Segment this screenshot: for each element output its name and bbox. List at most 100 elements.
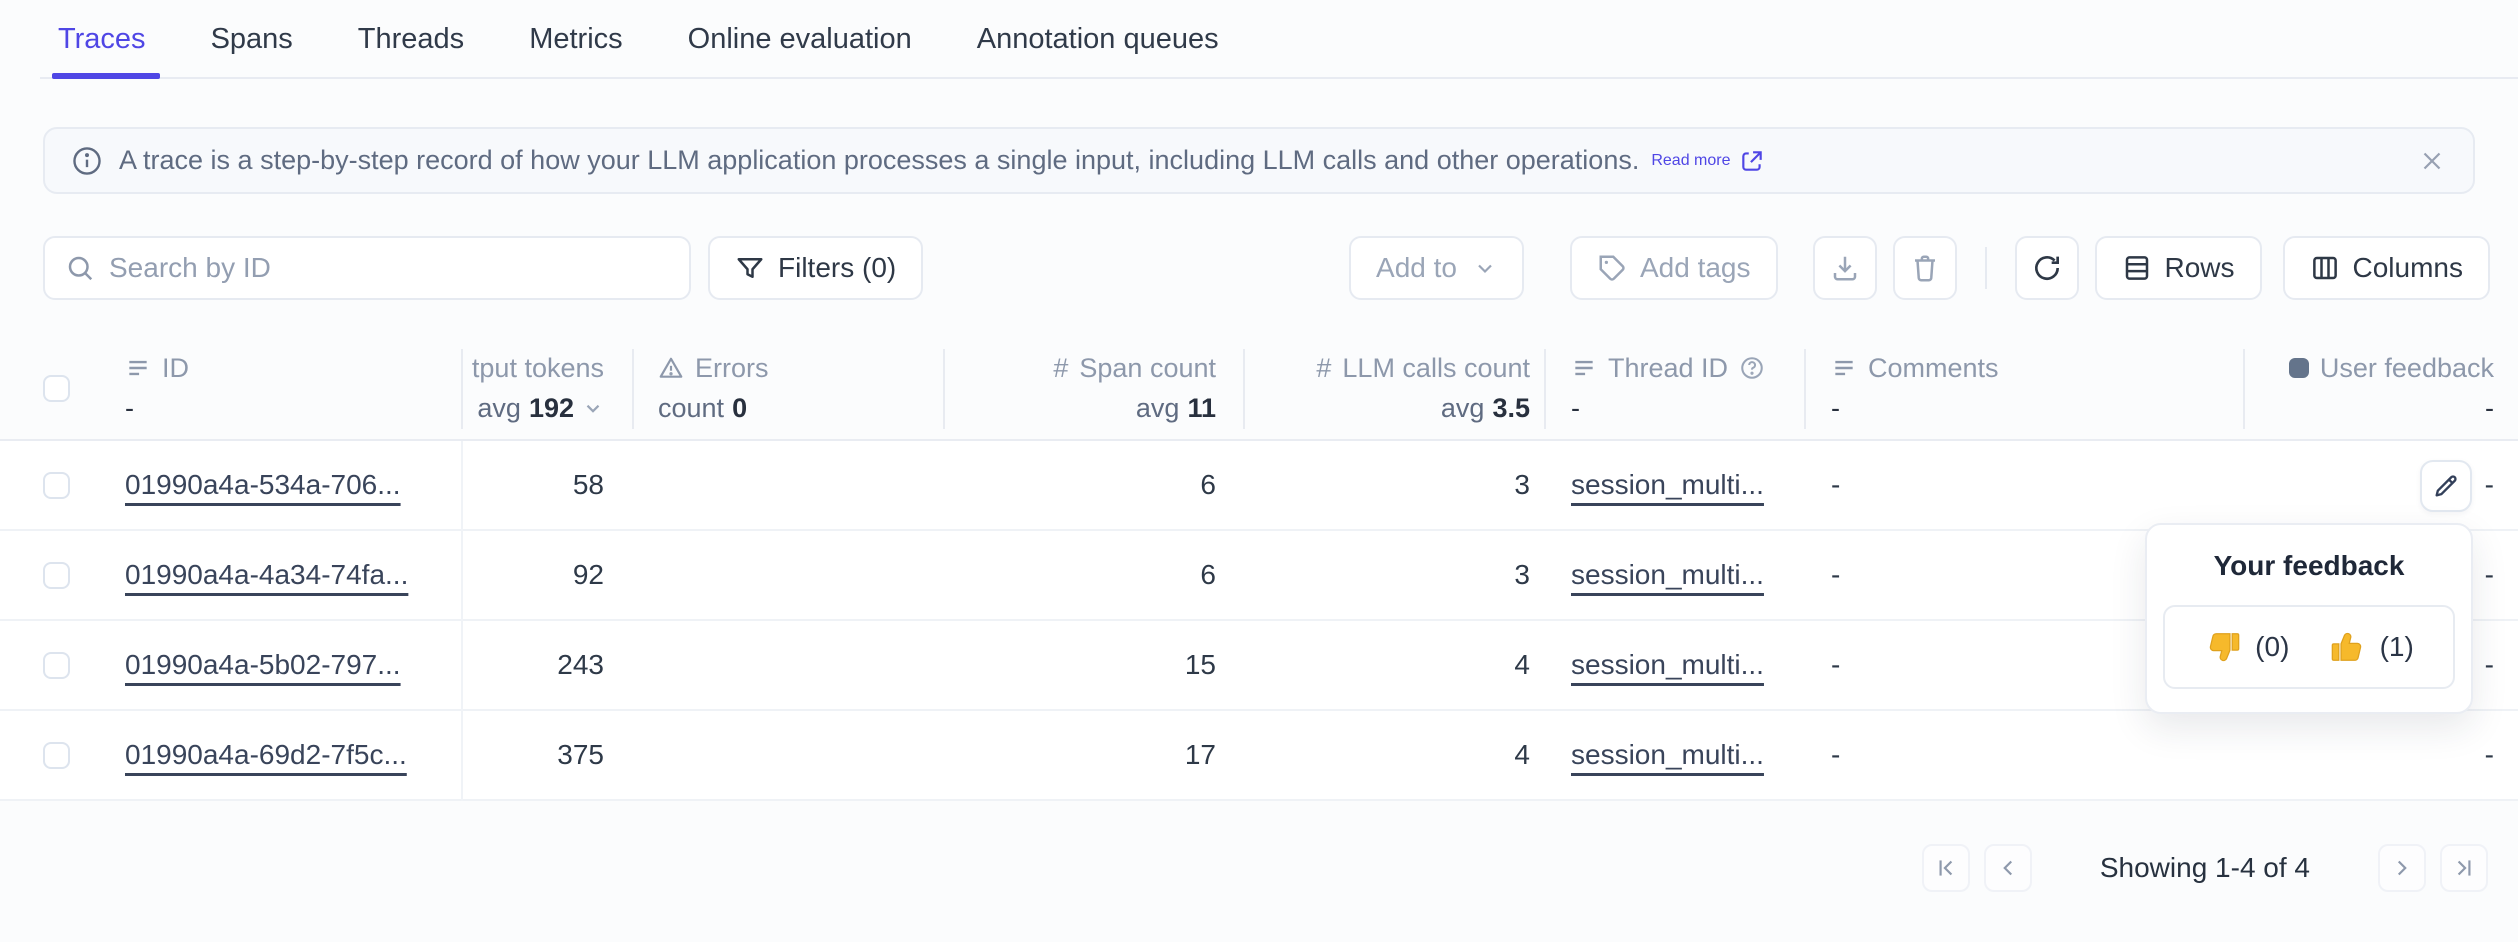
column-header-span-count[interactable]: # Span count avg 11 [943,337,1216,439]
first-page-button[interactable] [1921,844,1970,892]
tab-metrics[interactable]: Metrics [529,23,623,55]
table-row[interactable]: 01990a4a-5b02-797... 243 15 4 session_mu… [0,621,2518,711]
thread-id-link[interactable]: session_multi... [1571,649,1764,680]
user-feedback-popup: Your feedback (0) (1) [2145,523,2473,714]
thumbs-down-count: (0) [2255,631,2290,662]
add-tags-button[interactable]: Add tags [1569,236,1778,300]
column-agg-user-feedback: - [2485,392,2494,423]
column-header-llm-calls-count[interactable]: # LLM calls count avg 3.5 [1243,337,1530,439]
warning-triangle-icon [658,355,684,381]
llm-calls-cell: 3 [1514,559,1530,590]
user-feedback-cell: - [2484,739,2494,770]
tab-online-evaluation[interactable]: Online evaluation [687,23,912,55]
filter-funnel-icon [735,253,765,283]
table-row[interactable]: 01990a4a-4a34-74fa... 92 6 3 session_mul… [0,531,2518,621]
chevron-down-icon [1473,256,1497,280]
thumbs-down-icon [2204,628,2242,666]
column-agg-value: 192 [528,392,574,423]
pagination-summary: Showing 1-4 of 4 [2099,852,2310,883]
column-label-thread-id: Thread ID [1608,352,1729,383]
help-circle-icon[interactable] [1739,355,1765,381]
tab-threads[interactable]: Threads [357,23,465,55]
edit-feedback-button[interactable] [2420,460,2472,512]
row-checkbox[interactable] [43,741,70,769]
delete-button[interactable] [1892,236,1957,300]
user-feedback-cell: - [2484,559,2494,590]
feedback-square-icon [2288,358,2309,378]
column-agg-thread-id: - [1571,392,1580,423]
page-tabs: Traces Spans Threads Metrics Online eval… [52,0,1219,79]
span-count-cell: 15 [1184,649,1216,680]
trace-id-link[interactable]: 01990a4a-4a34-74fa... [125,559,409,590]
next-page-button[interactable] [2378,844,2426,892]
search-box[interactable] [43,236,691,300]
pagination: Showing 1-4 of 4 [1921,844,2488,892]
list-icon [1571,355,1597,381]
column-separator [1544,349,1546,429]
column-header-id[interactable]: ID - [125,337,461,439]
column-separator [943,349,945,429]
column-agg-prefix: count [658,392,725,423]
filters-button[interactable]: Filters (0) [708,236,924,300]
table-body: 01990a4a-534a-706... 58 6 3 session_mult… [0,441,2518,801]
thread-id-link[interactable]: session_multi... [1571,739,1764,770]
previous-page-button[interactable] [1983,844,2032,892]
thumbs-up-icon [2329,628,2367,666]
output-tokens-cell: 92 [572,559,604,590]
trace-id-link[interactable]: 01990a4a-69d2-7f5c... [125,739,407,770]
columns-label: Columns [2352,252,2463,283]
thread-id-link[interactable]: session_multi... [1571,559,1764,590]
table-row[interactable]: 01990a4a-534a-706... 58 6 3 session_mult… [0,441,2518,531]
column-header-errors[interactable]: Errors count 0 [658,337,943,439]
read-more-link[interactable]: Read more [1651,148,1764,174]
output-tokens-cell: 243 [557,649,604,680]
column-header-thread-id[interactable]: Thread ID - [1571,337,1804,439]
thumbs-up-button[interactable]: (1) [2329,628,2414,666]
info-icon [71,145,103,177]
tab-spans[interactable]: Spans [210,23,293,55]
column-label-comments: Comments [1868,352,1999,383]
banner-close-icon[interactable] [2417,146,2447,176]
external-link-icon [1739,148,1765,174]
refresh-icon [2031,252,2063,284]
trace-id-link[interactable]: 01990a4a-534a-706... [125,469,401,500]
table-header: ID - tput tokens avg 192 Errors count [0,337,2518,441]
output-tokens-cell: 375 [557,739,604,770]
last-page-button[interactable] [2440,844,2488,892]
table-toolbar: Filters (0) Add to Add tags [43,236,2490,300]
column-header-output-tokens[interactable]: tput tokens avg 192 [461,337,604,439]
table-row[interactable]: 01990a4a-69d2-7f5c... 375 17 4 session_m… [0,711,2518,801]
search-icon [65,253,95,283]
span-count-cell: 6 [1200,559,1216,590]
thread-id-link[interactable]: session_multi... [1571,469,1764,500]
chevron-down-icon[interactable] [582,397,604,419]
tab-traces[interactable]: Traces [52,0,160,79]
row-checkbox[interactable] [43,651,70,679]
tab-annotation-queues[interactable]: Annotation queues [976,23,1219,55]
comments-cell: - [1831,649,1841,680]
trace-id-link[interactable]: 01990a4a-5b02-797... [125,649,401,680]
select-all-checkbox[interactable] [43,375,70,402]
trash-icon [1910,253,1940,283]
refresh-button[interactable] [2014,236,2079,300]
rows-height-button[interactable]: Rows [2094,236,2262,300]
columns-button[interactable]: Columns [2282,236,2490,300]
trace-info-banner: A trace is a step-by-step record of how … [43,127,2475,194]
add-to-label: Add to [1376,252,1457,283]
comments-cell: - [1831,559,1841,590]
search-input[interactable] [109,252,669,284]
column-agg-prefix: avg [1135,392,1180,423]
row-checkbox[interactable] [43,471,70,499]
column-separator [632,349,634,429]
add-to-button[interactable]: Add to [1349,236,1524,300]
hash-icon: # [1316,352,1332,383]
row-checkbox[interactable] [43,561,70,589]
column-header-user-feedback[interactable]: User feedback - [2243,337,2494,439]
column-agg-value: 11 [1187,392,1216,423]
column-header-comments[interactable]: Comments - [1831,337,2243,439]
thumbs-down-button[interactable]: (0) [2204,628,2289,666]
output-tokens-cell: 58 [572,469,604,500]
filters-label: Filters (0) [778,252,897,283]
export-download-button[interactable] [1812,236,1877,300]
feedback-options: (0) (1) [2163,605,2455,689]
